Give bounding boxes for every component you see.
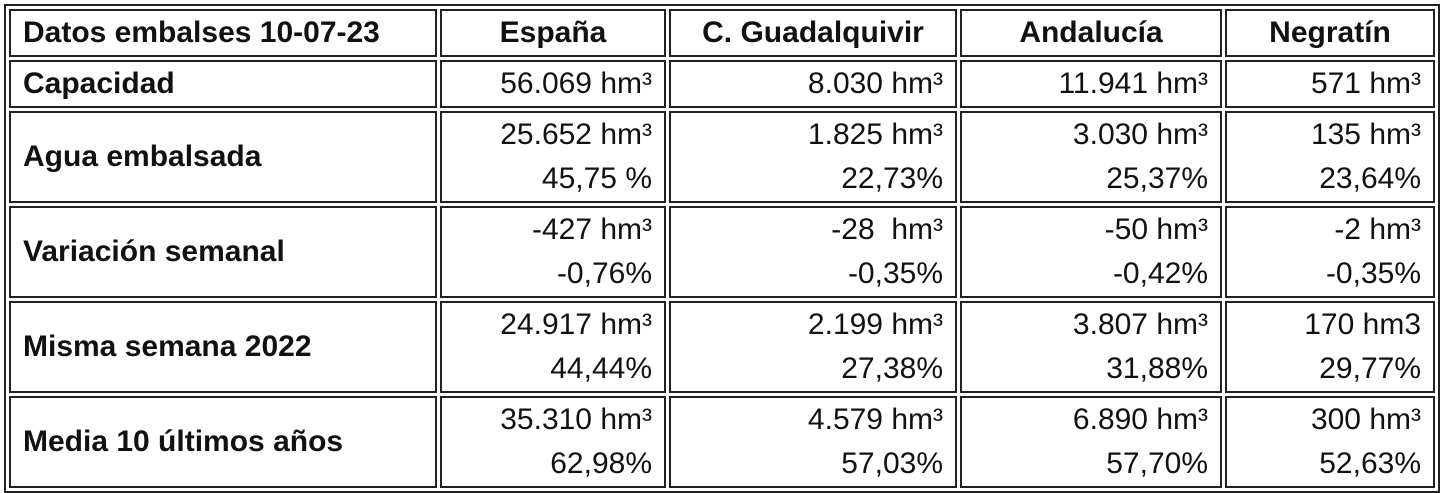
value-cell: -28 hm³ -0,35% bbox=[669, 206, 957, 298]
value-line: -0,76% bbox=[556, 257, 652, 290]
data-row: Agua embalsada 25.652 hm³ 45,75 % 1.825 hm³… bbox=[9, 111, 1435, 203]
value-line: 35.310 hm³ bbox=[500, 403, 652, 436]
header-cell: España bbox=[440, 9, 666, 57]
value-line: 57,70% bbox=[1106, 447, 1208, 480]
value-line: 27,38% bbox=[841, 352, 943, 385]
value-line: 62,98% bbox=[550, 447, 652, 480]
value-line: -0,35% bbox=[847, 257, 943, 290]
value-line: 11.941 hm³ bbox=[1058, 67, 1208, 100]
value-line: 24.917 hm³ bbox=[500, 308, 652, 341]
value-line: 25.652 hm³ bbox=[500, 118, 652, 151]
value-cell: 300 hm³ 52,63% bbox=[1225, 396, 1435, 488]
value-cell: 571 hm³ bbox=[1225, 60, 1435, 108]
value-line: 45,75 % bbox=[541, 162, 652, 195]
data-row: Capacidad 56.069 hm³ 8.030 hm³ 11.941 hm³ 57… bbox=[9, 60, 1435, 108]
value-line: 1.825 hm³ bbox=[807, 118, 943, 151]
value-cell: 35.310 hm³ 62,98% bbox=[440, 396, 666, 488]
value-line: 29,77% bbox=[1319, 352, 1421, 385]
value-line: -0,42% bbox=[1112, 257, 1208, 290]
value-line: 571 hm³ bbox=[1310, 67, 1421, 100]
value-cell: 4.579 hm³ 57,03% bbox=[669, 396, 957, 488]
header-cell: Andalucía bbox=[960, 9, 1222, 57]
value-cell: 8.030 hm³ bbox=[669, 60, 957, 108]
value-cell: 1.825 hm³ 22,73% bbox=[669, 111, 957, 203]
value-line: -50 hm³ bbox=[1104, 213, 1208, 246]
header-cell: Datos embalses 10-07-23 bbox=[9, 9, 437, 57]
value-line: 6.890 hm³ bbox=[1072, 403, 1208, 436]
value-cell: -427 hm³ -0,76% bbox=[440, 206, 666, 298]
value-cell: 25.652 hm³ 45,75 % bbox=[440, 111, 666, 203]
value-cell: -2 hm³ -0,35% bbox=[1225, 206, 1435, 298]
value-line: 23,64% bbox=[1319, 162, 1421, 195]
value-line: 44,44% bbox=[550, 352, 652, 385]
value-line: 2.199 hm³ bbox=[807, 308, 943, 341]
value-line: 31,88% bbox=[1106, 352, 1208, 385]
value-cell: 2.199 hm³ 27,38% bbox=[669, 301, 957, 393]
value-line: 135 hm³ bbox=[1310, 118, 1421, 151]
value-line: 56.069 hm³ bbox=[500, 67, 652, 100]
value-cell: 56.069 hm³ bbox=[440, 60, 666, 108]
row-label: Agua embalsada bbox=[9, 111, 437, 203]
page: Datos embalses 10-07-23 España C. Guadalqu… bbox=[0, 4, 1444, 493]
value-line: 22,73% bbox=[841, 162, 943, 195]
data-row: Variación semanal -427 hm³ -0,76% -28 hm³ -0… bbox=[9, 206, 1435, 298]
value-cell: 135 hm³ 23,64% bbox=[1225, 111, 1435, 203]
value-line: -2 hm³ bbox=[1334, 213, 1421, 246]
data-row: Misma semana 2022 24.917 hm³ 44,44% 2.199 h… bbox=[9, 301, 1435, 393]
data-row: Media 10 últimos años 35.310 hm³ 62,98% 4.5… bbox=[9, 396, 1435, 488]
value-line: 52,63% bbox=[1319, 447, 1421, 480]
header-row: Datos embalses 10-07-23 España C. Guadalqu… bbox=[9, 9, 1435, 57]
row-label: Capacidad bbox=[9, 60, 437, 108]
row-label: Media 10 últimos años bbox=[9, 396, 437, 488]
value-line: -427 hm³ bbox=[531, 213, 652, 246]
value-line: -28 hm³ bbox=[831, 213, 943, 246]
value-line: -0,35% bbox=[1325, 257, 1421, 290]
value-line: 57,03% bbox=[841, 447, 943, 480]
value-cell: 3.030 hm³ 25,37% bbox=[960, 111, 1222, 203]
value-line: 3.807 hm³ bbox=[1072, 308, 1208, 341]
value-line: 4.579 hm³ bbox=[807, 403, 943, 436]
value-line: 300 hm³ bbox=[1310, 403, 1421, 436]
header-cell: Negratín bbox=[1225, 9, 1435, 57]
value-cell: -50 hm³ -0,42% bbox=[960, 206, 1222, 298]
row-label: Misma semana 2022 bbox=[9, 301, 437, 393]
reservoir-table: Datos embalses 10-07-23 España C. Guadalqu… bbox=[4, 4, 1440, 493]
row-label: Variación semanal bbox=[9, 206, 437, 298]
value-line: 3.030 hm³ bbox=[1072, 118, 1208, 151]
value-cell: 11.941 hm³ bbox=[960, 60, 1222, 108]
value-line: 25,37% bbox=[1106, 162, 1208, 195]
value-cell: 6.890 hm³ 57,70% bbox=[960, 396, 1222, 488]
value-line: 8.030 hm³ bbox=[807, 67, 943, 100]
header-cell: C. Guadalquivir bbox=[669, 9, 957, 57]
value-line: 170 hm3 bbox=[1304, 308, 1421, 341]
value-cell: 3.807 hm³ 31,88% bbox=[960, 301, 1222, 393]
value-cell: 24.917 hm³ 44,44% bbox=[440, 301, 666, 393]
value-cell: 170 hm3 29,77% bbox=[1225, 301, 1435, 393]
